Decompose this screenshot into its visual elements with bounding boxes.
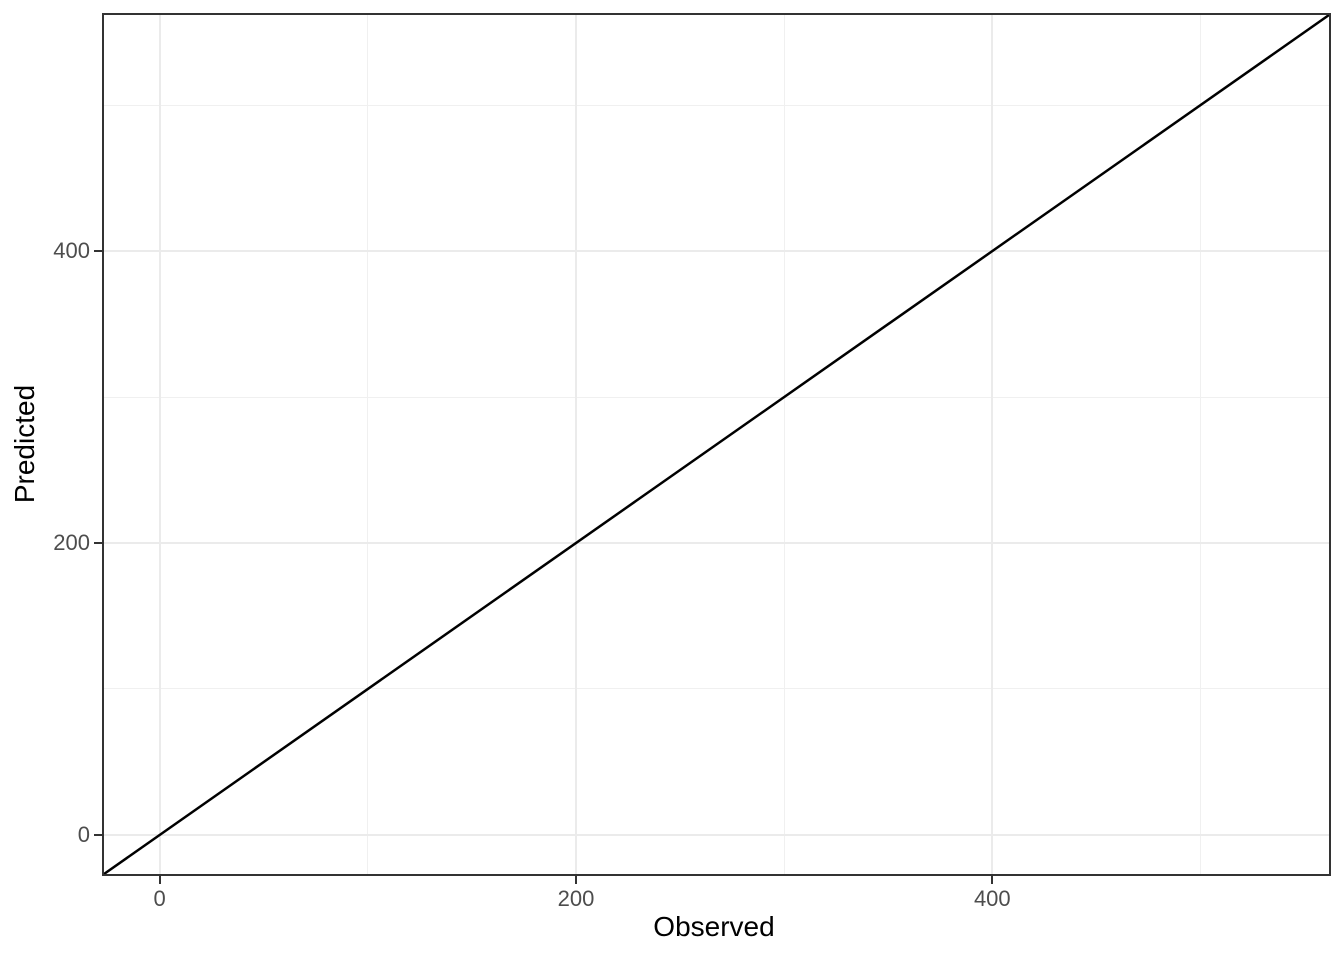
x-tick-label: 400 (973, 886, 1011, 911)
gridline-x-minor (1199, 15, 1201, 874)
gridline-y-major (104, 833, 1329, 836)
x-tick-label: 200 (557, 886, 595, 911)
y-tick-mark (94, 833, 102, 836)
gridline-y-major (104, 542, 1329, 545)
y-tick-label: 200 (53, 530, 90, 556)
gridline-x-major (574, 15, 577, 874)
plot-panel (102, 13, 1331, 876)
y-tick-label: 400 (53, 238, 90, 264)
gridline-y-minor (104, 104, 1329, 106)
x-tick-mark (574, 876, 577, 884)
gridline-x-major (158, 15, 161, 874)
x-tick-mark (991, 876, 994, 884)
x-tick-mark (158, 876, 161, 884)
x-axis-title: Observed (653, 911, 775, 942)
gridline-x-major (991, 15, 994, 874)
y-tick-mark (94, 250, 102, 253)
gridline-x-minor (783, 15, 785, 874)
gridline-y-minor (104, 396, 1329, 398)
identity-line (104, 15, 1329, 874)
gridline-y-major (104, 250, 1329, 253)
y-tick-mark (94, 542, 102, 545)
gridline-x-minor (367, 15, 369, 874)
y-tick-label: 0 (77, 821, 90, 847)
y-axis-title: Predicted (9, 384, 40, 504)
x-tick-label: 0 (153, 886, 166, 911)
plot-area (104, 15, 1329, 874)
gridline-y-minor (104, 688, 1329, 690)
